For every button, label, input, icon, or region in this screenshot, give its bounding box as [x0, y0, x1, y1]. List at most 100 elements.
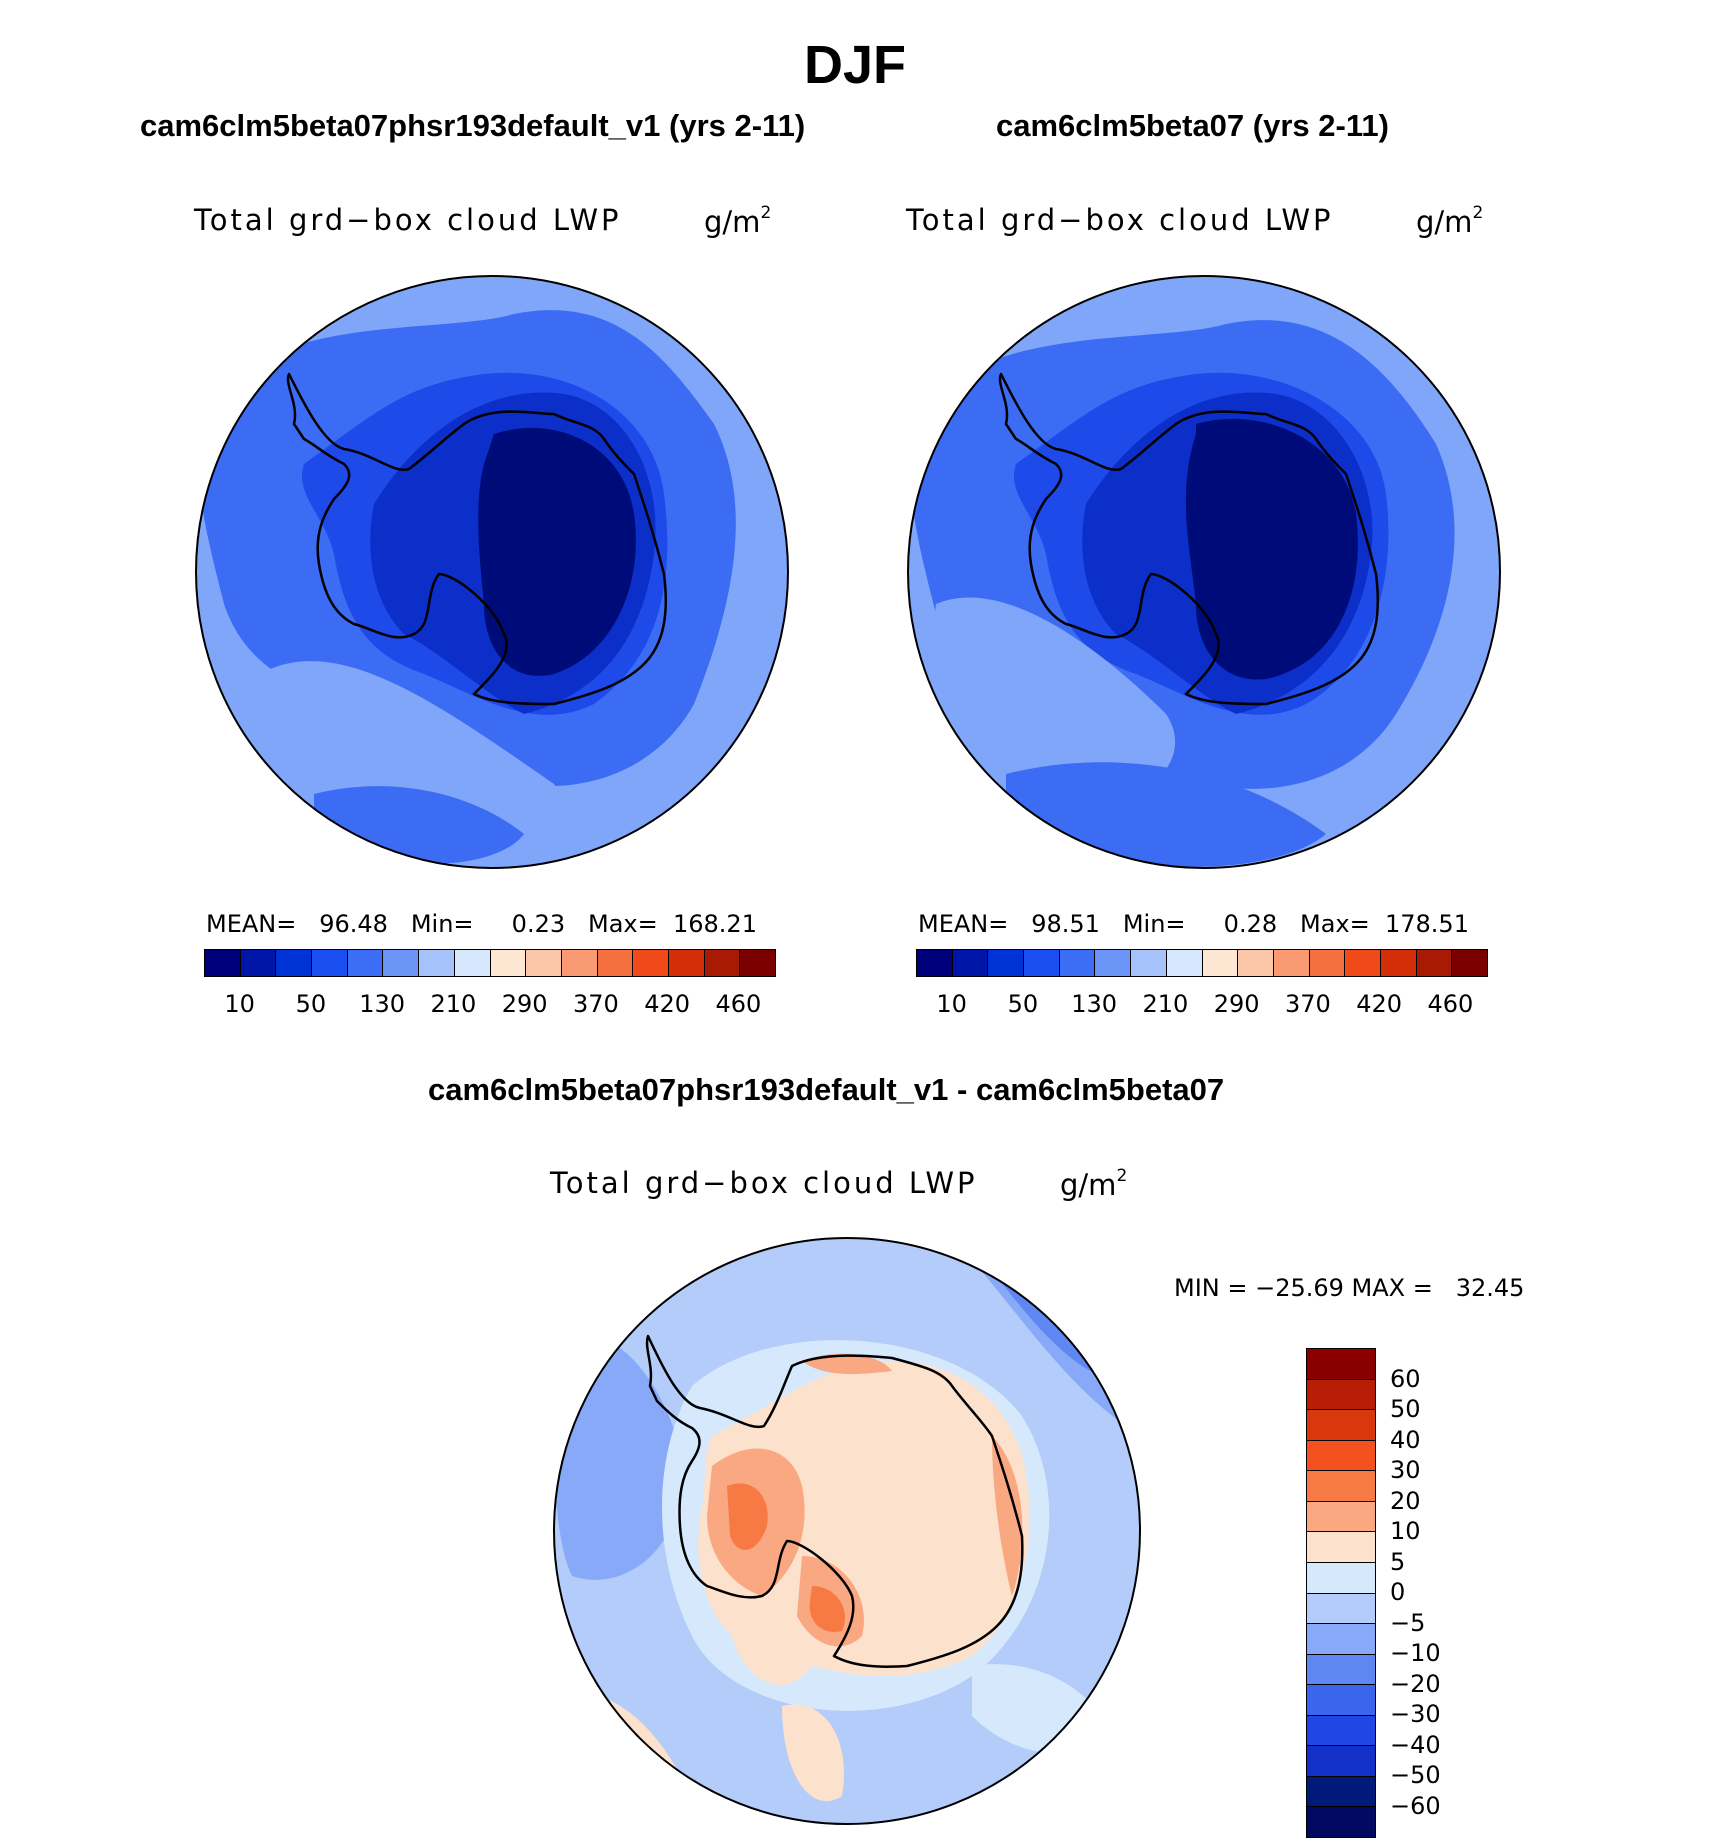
colorbar-swatch: [240, 950, 277, 976]
colorbar-swatch: [704, 950, 741, 976]
right-map-core: [1185, 418, 1358, 680]
colorbar-swatch: [1273, 950, 1310, 976]
colorbar-swatch: [917, 950, 953, 976]
diff-polar-map: [553, 1237, 1141, 1825]
colorbar-swatch: [526, 950, 562, 976]
colorbar-swatch: [490, 950, 527, 976]
diff-colorbar: [1306, 1348, 1376, 1838]
diff-colorbar-labels: 60 50 40 30 20 10 5 0 −5 −10 −20 −30 −40 −50 −60: [1390, 1348, 1490, 1836]
colorbar-tick-label: −30: [1390, 1700, 1441, 1728]
colorbar-tick-label: 210: [1142, 990, 1189, 1018]
right-colorbar: [916, 949, 1488, 977]
colorbar-swatch: [312, 950, 348, 976]
colorbar-tick-label: 10: [224, 990, 255, 1018]
colorbar-tick-label: −5: [1390, 1608, 1426, 1637]
colorbar-swatch: [1024, 950, 1060, 976]
left-colorbar: [204, 949, 776, 977]
colorbar-swatch: [1238, 950, 1274, 976]
colorbar-swatch: [1307, 1807, 1375, 1837]
colorbar-swatch: [561, 950, 598, 976]
colorbar-tick-label: −20: [1390, 1669, 1441, 1698]
colorbar-tick-label: 30: [1390, 1456, 1421, 1484]
left-map-boundary: [195, 275, 789, 869]
colorbar-tick-label: −60: [1390, 1791, 1441, 1820]
left-stats: MEAN= 96.48 Min= 0.23 Max= 168.21: [206, 910, 757, 938]
diff-units: g/m2: [1060, 1166, 1128, 1202]
colorbar-swatch: [988, 950, 1025, 976]
colorbar-tick-label: 40: [1390, 1425, 1421, 1454]
colorbar-swatch: [1202, 950, 1239, 976]
colorbar-swatch: [1131, 950, 1167, 976]
diff-variable-label: Total grd−box cloud LWP: [550, 1166, 978, 1200]
colorbar-swatch: [383, 950, 420, 976]
diff-case-title: cam6clm5beta07phsr193default_v1 - cam6cl…: [428, 1072, 1225, 1107]
colorbar-swatch: [1307, 1654, 1375, 1686]
colorbar-swatch: [1309, 950, 1346, 976]
right-variable-label: Total grd−box cloud LWP: [906, 203, 1334, 237]
colorbar-tick-label: 50: [1007, 990, 1039, 1018]
colorbar-swatch: [597, 950, 634, 976]
colorbar-tick-label: 20: [1390, 1486, 1421, 1515]
left-units: g/m2: [704, 203, 772, 239]
colorbar-tick-label: 460: [715, 990, 762, 1018]
colorbar-swatch: [1307, 1593, 1375, 1625]
colorbar-swatch: [1416, 950, 1453, 976]
colorbar-swatch: [1452, 950, 1487, 976]
colorbar-swatch: [1380, 950, 1417, 976]
colorbar-tick-label: 50: [295, 990, 327, 1018]
colorbar-swatch: [668, 950, 705, 976]
colorbar-tick-label: 290: [1213, 990, 1260, 1018]
right-colorbar-labels: 10 50 130 210 290 370 420 460: [916, 990, 1486, 1020]
colorbar-swatch: [1307, 1379, 1375, 1411]
right-polar-map: [907, 275, 1501, 869]
left-case-title: cam6clm5beta07phsr193default_v1 (yrs 2-1…: [140, 108, 806, 143]
colorbar-tick-label: 10: [1390, 1517, 1421, 1545]
colorbar-swatch: [1307, 1501, 1375, 1533]
right-antarctica-coastline: [998, 372, 1380, 706]
colorbar-swatch: [1307, 1532, 1375, 1563]
right-stats: MEAN= 98.51 Min= 0.28 Max= 178.51: [918, 910, 1469, 938]
left-map-core: [478, 427, 636, 676]
diff-map-positive-region: [698, 1360, 1030, 1685]
colorbar-tick-label: 10: [936, 990, 967, 1018]
colorbar-tick-label: 370: [572, 990, 619, 1018]
colorbar-tick-label: 420: [644, 990, 691, 1018]
colorbar-swatch: [1307, 1715, 1375, 1747]
season-title: DJF: [803, 35, 906, 95]
colorbar-swatch: [1307, 1562, 1375, 1594]
colorbar-tick-label: 290: [501, 990, 548, 1018]
colorbar-tick-label: 210: [430, 990, 477, 1018]
colorbar-tick-label: 130: [1071, 990, 1118, 1018]
colorbar-swatch: [1166, 950, 1203, 976]
colorbar-tick-label: −10: [1390, 1639, 1441, 1667]
colorbar-swatch: [454, 950, 491, 976]
colorbar-swatch: [1307, 1685, 1375, 1716]
colorbar-tick-label: −40: [1390, 1730, 1441, 1759]
colorbar-swatch: [419, 950, 455, 976]
colorbar-swatch: [205, 950, 241, 976]
left-colorbar-labels: 10 50 130 210 290 370 420 460: [204, 990, 774, 1020]
left-polar-map: [195, 275, 789, 869]
colorbar-swatch: [347, 950, 384, 976]
colorbar-tick-label: 60: [1390, 1364, 1421, 1393]
colorbar-tick-label: 5: [1390, 1547, 1406, 1576]
colorbar-swatch: [276, 950, 313, 976]
colorbar-tick-label: −50: [1390, 1761, 1441, 1789]
left-antarctica-coastline: [286, 372, 668, 706]
right-case-title: cam6clm5beta07 (yrs 2-11): [996, 108, 1389, 143]
colorbar-swatch: [740, 950, 775, 976]
colorbar-tick-label: 420: [1356, 990, 1403, 1018]
colorbar-swatch: [1307, 1440, 1375, 1472]
colorbar-tick-label: 370: [1284, 990, 1331, 1018]
right-map-boundary: [907, 275, 1501, 869]
colorbar-swatch: [1307, 1776, 1375, 1808]
colorbar-swatch: [1059, 950, 1096, 976]
left-variable-label: Total grd−box cloud LWP: [194, 203, 622, 237]
colorbar-swatch: [952, 950, 989, 976]
colorbar-swatch: [1307, 1746, 1375, 1777]
colorbar-swatch: [633, 950, 669, 976]
colorbar-swatch: [1345, 950, 1381, 976]
diff-map-boundary: [553, 1237, 1141, 1825]
colorbar-swatch: [1307, 1349, 1375, 1380]
colorbar-tick-label: 0: [1390, 1578, 1406, 1606]
